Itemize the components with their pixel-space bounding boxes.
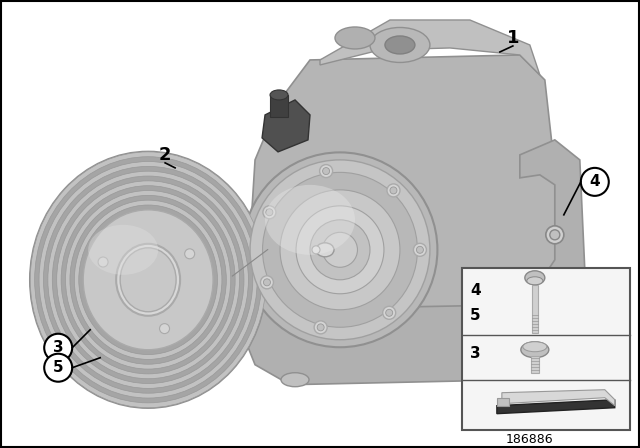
Polygon shape — [245, 305, 540, 385]
Ellipse shape — [57, 181, 239, 379]
Text: 4: 4 — [470, 283, 481, 298]
Ellipse shape — [335, 27, 375, 49]
Ellipse shape — [386, 309, 393, 316]
Bar — [531, 356, 539, 373]
Ellipse shape — [550, 230, 560, 240]
Ellipse shape — [521, 342, 549, 358]
Ellipse shape — [486, 373, 514, 387]
Ellipse shape — [35, 157, 262, 403]
Bar — [270, 95, 288, 117]
Ellipse shape — [546, 226, 564, 244]
Text: 5: 5 — [470, 308, 481, 323]
Polygon shape — [520, 140, 585, 305]
Ellipse shape — [48, 171, 248, 388]
Ellipse shape — [390, 187, 397, 194]
Polygon shape — [240, 55, 555, 375]
Polygon shape — [497, 398, 509, 406]
Ellipse shape — [250, 160, 430, 340]
Ellipse shape — [44, 166, 253, 393]
Ellipse shape — [370, 27, 430, 62]
Text: 5: 5 — [53, 360, 63, 375]
Polygon shape — [320, 20, 540, 75]
Ellipse shape — [79, 205, 218, 354]
Ellipse shape — [525, 271, 545, 285]
Ellipse shape — [264, 279, 271, 286]
Ellipse shape — [385, 36, 415, 54]
Ellipse shape — [30, 152, 266, 408]
Circle shape — [581, 168, 609, 196]
Ellipse shape — [413, 243, 426, 256]
Text: 3: 3 — [53, 340, 63, 355]
Text: 186886: 186886 — [506, 433, 554, 446]
Ellipse shape — [65, 190, 231, 369]
Ellipse shape — [39, 162, 257, 398]
Ellipse shape — [319, 164, 333, 177]
Bar — [462, 268, 630, 430]
Ellipse shape — [312, 246, 320, 254]
Ellipse shape — [265, 185, 355, 255]
Ellipse shape — [296, 206, 384, 294]
Circle shape — [44, 334, 72, 362]
Ellipse shape — [266, 209, 273, 216]
Ellipse shape — [310, 220, 370, 280]
Ellipse shape — [83, 210, 213, 350]
Ellipse shape — [185, 249, 195, 259]
Ellipse shape — [70, 195, 227, 364]
Ellipse shape — [263, 206, 276, 219]
Polygon shape — [502, 390, 615, 406]
Ellipse shape — [523, 342, 547, 352]
Ellipse shape — [61, 185, 235, 374]
Circle shape — [44, 354, 72, 382]
Bar — [532, 285, 538, 333]
Text: 1: 1 — [507, 29, 519, 47]
Ellipse shape — [527, 277, 543, 285]
Ellipse shape — [98, 257, 108, 267]
Text: 2: 2 — [159, 146, 172, 164]
Ellipse shape — [387, 184, 400, 197]
Text: 4: 4 — [589, 174, 600, 190]
Ellipse shape — [317, 324, 324, 331]
Ellipse shape — [116, 244, 180, 316]
Ellipse shape — [159, 323, 170, 334]
Polygon shape — [40, 238, 266, 322]
Ellipse shape — [280, 190, 400, 310]
Ellipse shape — [323, 168, 330, 175]
Ellipse shape — [243, 152, 437, 347]
Ellipse shape — [262, 172, 417, 327]
Ellipse shape — [88, 225, 158, 275]
Ellipse shape — [260, 276, 273, 289]
Ellipse shape — [74, 200, 222, 359]
Ellipse shape — [270, 90, 288, 100]
Ellipse shape — [417, 246, 424, 253]
Polygon shape — [497, 400, 615, 414]
Ellipse shape — [323, 233, 358, 267]
Polygon shape — [262, 100, 310, 152]
Ellipse shape — [383, 306, 396, 319]
Ellipse shape — [314, 321, 327, 334]
Text: 3: 3 — [470, 346, 481, 361]
Ellipse shape — [281, 373, 309, 387]
Ellipse shape — [316, 243, 334, 257]
Ellipse shape — [52, 176, 244, 383]
Ellipse shape — [30, 152, 266, 408]
Ellipse shape — [120, 248, 176, 312]
